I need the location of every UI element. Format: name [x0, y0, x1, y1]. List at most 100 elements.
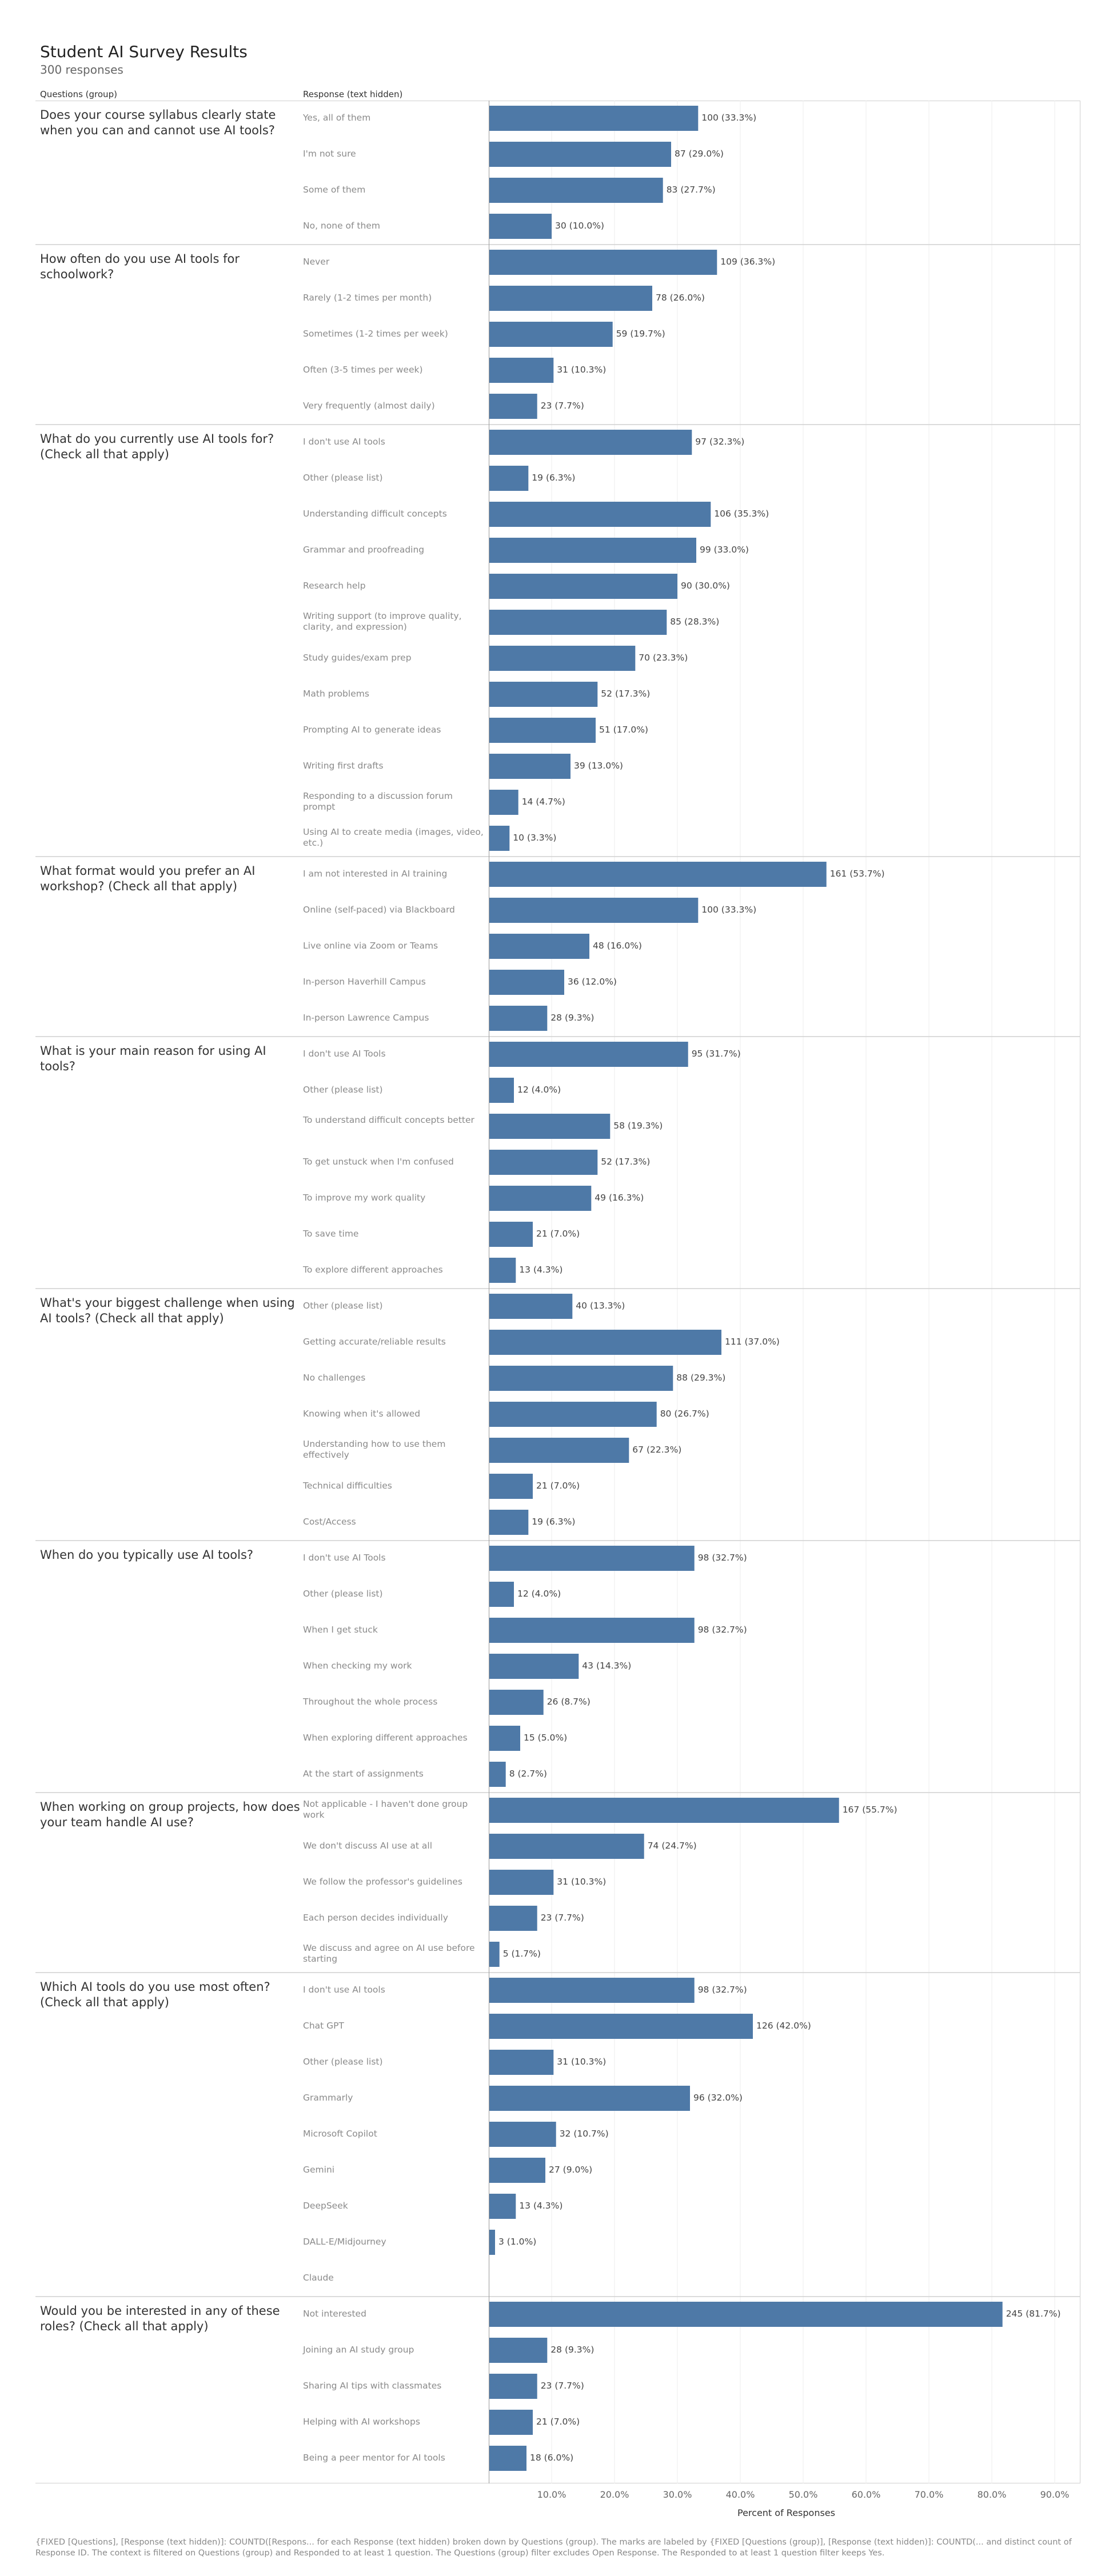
- question-label: What do you currently use AI tools for? …: [40, 432, 274, 461]
- bar[interactable]: [489, 1726, 520, 1751]
- bar[interactable]: [489, 1582, 514, 1607]
- bar[interactable]: [489, 898, 699, 923]
- bar[interactable]: [489, 1510, 529, 1535]
- bar[interactable]: [489, 1186, 592, 1211]
- bar[interactable]: [489, 1366, 673, 1391]
- bar[interactable]: [489, 322, 613, 347]
- bar[interactable]: [489, 1294, 573, 1319]
- bar-value-label: 97 (32.3%): [695, 437, 745, 447]
- bar[interactable]: [489, 718, 596, 743]
- bar-value-label: 70 (23.3%): [639, 653, 688, 663]
- bar[interactable]: [489, 1798, 839, 1823]
- bar[interactable]: [489, 142, 671, 167]
- bar[interactable]: [489, 646, 636, 671]
- bar[interactable]: [489, 682, 598, 707]
- bar[interactable]: [489, 1114, 611, 1139]
- bar-value-label: 13 (4.3%): [519, 2201, 563, 2211]
- bar-value-label: 14 (4.7%): [521, 797, 565, 807]
- response-label: We don't discuss AI use at all: [303, 1840, 433, 1851]
- column-header-questions[interactable]: Questions (group): [40, 89, 117, 99]
- bar[interactable]: [489, 2086, 690, 2111]
- bar[interactable]: [489, 790, 518, 815]
- bar-value-label: 28 (9.3%): [550, 2345, 595, 2355]
- bar[interactable]: [489, 1546, 695, 1571]
- bar-value-label: 100 (33.3%): [701, 905, 757, 915]
- bar-value-label: 30 (10.0%): [555, 221, 604, 231]
- question-label: When working on group projects, how does…: [40, 1800, 300, 1829]
- bar[interactable]: [489, 1654, 579, 1679]
- bar-value-label: 10 (3.3%): [513, 833, 557, 843]
- bar[interactable]: [489, 1042, 688, 1067]
- bar[interactable]: [489, 934, 589, 959]
- bar[interactable]: [489, 1870, 554, 1895]
- bar-value-label: 12 (4.0%): [517, 1589, 561, 1599]
- bar[interactable]: [489, 1762, 506, 1787]
- response-label: To get unstuck when I'm confused: [303, 1156, 454, 1167]
- bar[interactable]: [489, 538, 696, 563]
- bar[interactable]: [489, 430, 692, 455]
- bar[interactable]: [489, 2230, 495, 2255]
- bar[interactable]: [489, 502, 711, 527]
- bar-value-label: 126 (42.0%): [756, 2021, 811, 2031]
- question-label: What is your main reason for using AI to…: [40, 1044, 266, 1073]
- bar-value-label: 161 (53.7%): [829, 869, 885, 879]
- bar[interactable]: [489, 2050, 554, 2075]
- bar[interactable]: [489, 1402, 657, 1427]
- response-label: At the start of assignments: [303, 1768, 424, 1779]
- bar-value-label: 167 (55.7%): [842, 1805, 897, 1815]
- bar[interactable]: [489, 214, 552, 239]
- bar[interactable]: [489, 862, 827, 887]
- bar[interactable]: [489, 1438, 629, 1463]
- bar[interactable]: [489, 106, 699, 131]
- bar[interactable]: [489, 1690, 544, 1715]
- bar[interactable]: [489, 178, 663, 203]
- bar[interactable]: [489, 250, 717, 275]
- bar[interactable]: [489, 754, 571, 779]
- bar[interactable]: [489, 2302, 1003, 2327]
- bar[interactable]: [489, 1834, 644, 1859]
- bar[interactable]: [489, 2338, 548, 2363]
- bar-value-label: 109 (36.3%): [720, 257, 776, 267]
- response-label: Other (please list): [303, 472, 383, 483]
- response-label: In-person Lawrence Campus: [303, 1012, 429, 1023]
- bar[interactable]: [489, 2194, 516, 2219]
- bar[interactable]: [489, 970, 564, 995]
- bar[interactable]: [489, 1222, 533, 1247]
- response-label: I'm not sure: [303, 148, 356, 159]
- response-label: Being a peer mentor for AI tools: [303, 2452, 445, 2463]
- bar[interactable]: [489, 1474, 533, 1499]
- response-label: I don't use AI tools: [303, 1984, 385, 1995]
- response-label: Other (please list): [303, 1084, 383, 1095]
- bar[interactable]: [489, 1978, 695, 2003]
- bar[interactable]: [489, 1618, 695, 1643]
- bar[interactable]: [489, 1006, 548, 1031]
- bar[interactable]: [489, 1258, 516, 1283]
- bar[interactable]: [489, 826, 510, 851]
- bar[interactable]: [489, 2158, 545, 2183]
- bar-value-label: 52 (17.3%): [601, 689, 651, 699]
- bar[interactable]: [489, 466, 529, 491]
- bar[interactable]: [489, 1942, 500, 1967]
- response-label: Often (3-5 times per week): [303, 364, 423, 375]
- bar[interactable]: [489, 286, 652, 311]
- response-label: Yes, all of them: [303, 112, 371, 123]
- bar[interactable]: [489, 1906, 537, 1931]
- bar[interactable]: [489, 394, 537, 419]
- bar[interactable]: [489, 1150, 598, 1175]
- column-header-response[interactable]: Response (text hidden): [303, 89, 403, 99]
- question-label: Which AI tools do you use most often? (C…: [40, 1980, 270, 2009]
- bar[interactable]: [489, 2014, 753, 2039]
- bar-value-label: 23 (7.7%): [540, 401, 584, 411]
- bar[interactable]: [489, 1078, 514, 1103]
- bar[interactable]: [489, 358, 554, 383]
- bar[interactable]: [489, 610, 667, 635]
- bar[interactable]: [489, 2122, 556, 2147]
- bar[interactable]: [489, 2446, 526, 2471]
- response-label: Cost/Access: [303, 1516, 356, 1527]
- bar-value-label: 83 (27.7%): [666, 185, 716, 195]
- response-label: Other (please list): [303, 1300, 383, 1311]
- bar[interactable]: [489, 2374, 537, 2399]
- bar[interactable]: [489, 2410, 533, 2435]
- bar[interactable]: [489, 574, 677, 599]
- bar[interactable]: [489, 1330, 721, 1355]
